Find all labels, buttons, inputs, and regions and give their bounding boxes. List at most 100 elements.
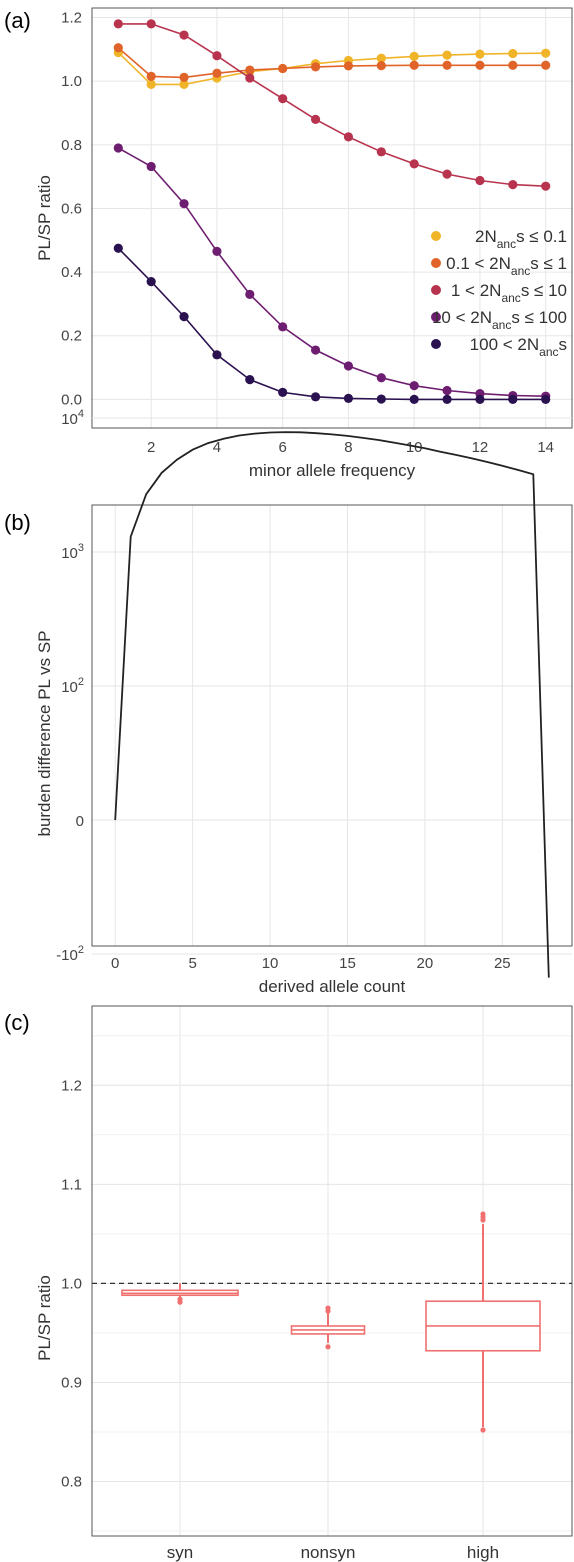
b-ytick-label: -102 bbox=[56, 944, 84, 964]
a-series-line bbox=[117, 47, 546, 79]
a-data-point bbox=[212, 246, 222, 257]
a-data-point bbox=[376, 394, 386, 404]
a-legend-marker bbox=[431, 339, 441, 349]
a-data-point bbox=[179, 199, 189, 209]
a-data-point bbox=[508, 60, 518, 70]
a-data-point bbox=[475, 49, 485, 59]
a-data-point bbox=[409, 51, 419, 61]
c-ytick-label: 1.2 bbox=[61, 1077, 82, 1094]
a-data-point bbox=[146, 71, 156, 82]
a-data-point bbox=[409, 394, 419, 404]
a-data-point bbox=[343, 361, 354, 371]
c-xtick-label: syn bbox=[167, 1543, 193, 1562]
a-data-point bbox=[475, 175, 485, 186]
a-series-line bbox=[117, 51, 546, 86]
a-data-point bbox=[212, 51, 222, 61]
a-ytick-label: 0.2 bbox=[61, 328, 82, 345]
a-data-point bbox=[442, 50, 452, 60]
b-xtick-label: 25 bbox=[494, 955, 511, 972]
a-data-point bbox=[245, 375, 255, 385]
a-legend-label: 2Nancs ≤ 0.1 bbox=[475, 227, 567, 251]
a-data-point bbox=[409, 60, 419, 70]
a-legend-marker bbox=[431, 312, 441, 322]
b-xtick-label: 0 bbox=[111, 955, 119, 972]
c-box-nonsyn bbox=[290, 1305, 366, 1350]
a-data-point bbox=[113, 19, 123, 29]
a-legend-label: 10 < 2Nancs ≤ 100 bbox=[432, 308, 567, 332]
a-x-axis-label: minor allele frequency bbox=[249, 461, 416, 480]
panel-label-a: (a) bbox=[4, 8, 31, 33]
chart-c: 0.8 0.9 1.0 1.1 1.2 PL/SP ratio syn nonsyn high bbox=[35, 1005, 573, 1562]
a-data-point bbox=[475, 60, 485, 70]
a-xtick-label: 14 bbox=[537, 439, 554, 456]
b-plot-frame bbox=[91, 504, 573, 947]
a-xtick-label: 8 bbox=[344, 439, 352, 456]
b-xtick-label: 15 bbox=[339, 955, 356, 972]
a-data-point bbox=[278, 322, 288, 332]
a-data-point bbox=[212, 350, 222, 360]
a-ytick-label: 1.2 bbox=[61, 10, 82, 27]
a-plot-frame bbox=[91, 7, 573, 429]
panel-label-c: (c) bbox=[4, 1010, 30, 1035]
b-series-line bbox=[114, 431, 550, 978]
c-outlier-point bbox=[325, 1344, 331, 1350]
a-ytick-label: 0.4 bbox=[61, 264, 82, 281]
a-series-line bbox=[118, 23, 546, 187]
a-xtick-label: 4 bbox=[213, 439, 221, 456]
a-data-point bbox=[113, 43, 123, 53]
a-data-point bbox=[541, 60, 551, 70]
a-series-line bbox=[117, 247, 546, 401]
a-legend-marker bbox=[431, 258, 441, 268]
a-data-point bbox=[409, 381, 419, 391]
a-data-point bbox=[146, 277, 156, 287]
a-data-point bbox=[245, 289, 255, 299]
a-data-point bbox=[179, 79, 189, 89]
a-data-point bbox=[541, 394, 551, 404]
c-box-syn bbox=[121, 1283, 239, 1305]
a-data-point bbox=[310, 62, 321, 72]
c-box-high bbox=[425, 1211, 541, 1433]
a-data-point bbox=[376, 53, 386, 63]
a-y-axis-label: PL/SP ratio bbox=[35, 175, 54, 261]
a-data-point bbox=[310, 345, 321, 355]
a-ytick-label: 0.6 bbox=[61, 200, 82, 217]
a-data-point bbox=[508, 394, 518, 404]
a-data-point bbox=[146, 161, 156, 172]
a-data-point bbox=[245, 73, 255, 83]
a-data-point bbox=[376, 147, 386, 157]
a-data-point bbox=[442, 385, 452, 396]
c-xtick-label: high bbox=[467, 1543, 499, 1562]
c-outlier-point bbox=[480, 1211, 486, 1217]
a-xtick-label: 10 bbox=[406, 439, 423, 456]
a-data-point bbox=[475, 394, 485, 404]
b-xtick-label: 5 bbox=[188, 955, 196, 972]
a-data-point bbox=[113, 143, 123, 153]
panel-label-b: (b) bbox=[4, 510, 31, 535]
c-ytick-label: 0.8 bbox=[61, 1474, 82, 1491]
a-data-point bbox=[343, 132, 354, 142]
a-data-point bbox=[278, 63, 288, 74]
a-data-point bbox=[146, 79, 156, 89]
a-data-point bbox=[376, 60, 386, 71]
a-series-line bbox=[117, 147, 546, 397]
a-data-point bbox=[508, 179, 518, 190]
a-data-point bbox=[541, 48, 551, 58]
c-outlier-point bbox=[325, 1305, 331, 1311]
a-data-point bbox=[179, 312, 189, 322]
chart-a: 2 4 6 8 10 12 14 0.0 0.2 0.4 0.6 0.8 1.0 1.2 minor all… bbox=[35, 7, 573, 480]
a-data-point bbox=[278, 387, 288, 397]
c-ytick-label: 1.1 bbox=[61, 1176, 82, 1193]
a-data-point bbox=[442, 169, 452, 179]
a-data-point bbox=[310, 392, 321, 402]
a-data-point bbox=[113, 243, 123, 253]
b-xtick-label: 10 bbox=[262, 955, 279, 972]
a-data-point bbox=[409, 159, 419, 169]
c-ytick-label: 1.0 bbox=[61, 1275, 82, 1292]
a-xtick-label: 2 bbox=[147, 439, 155, 456]
a-xtick-label: 6 bbox=[279, 439, 287, 456]
a-data-point bbox=[343, 61, 354, 71]
a-legend-marker bbox=[431, 231, 441, 241]
b-xtick-label: 20 bbox=[417, 955, 434, 972]
